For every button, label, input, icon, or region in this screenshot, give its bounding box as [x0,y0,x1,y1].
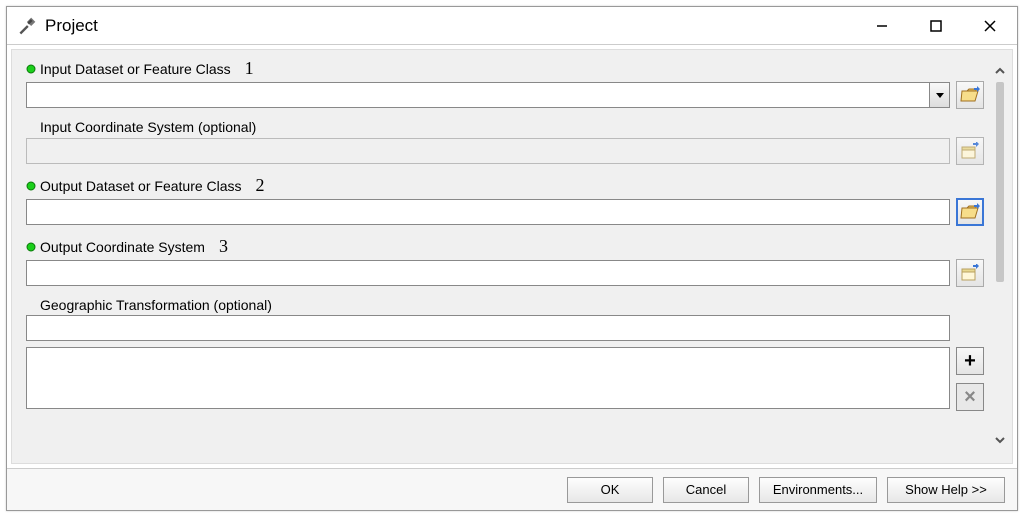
scroll-thumb[interactable] [996,82,1004,282]
maximize-button[interactable] [909,7,963,44]
annotation-3: 3 [219,236,228,257]
input-cs-properties-button[interactable] [956,137,984,165]
scroll-up-icon[interactable] [993,64,1007,80]
dialog-content: Input Dataset or Feature Class 1 [11,49,1013,464]
field-output-cs: Output Coordinate System 3 [26,236,984,287]
annotation-2: 2 [256,175,265,196]
required-indicator-icon [26,242,36,252]
remove-icon: × [964,386,976,409]
field-output-dataset: Output Dataset or Feature Class 2 [26,175,984,226]
output-dataset-label: Output Dataset or Feature Class [40,178,242,194]
plus-icon: + [964,350,976,373]
add-transformation-button[interactable]: + [956,347,984,375]
folder-open-icon [960,203,980,221]
cancel-button[interactable]: Cancel [663,477,749,503]
geo-transform-input[interactable] [26,315,950,341]
annotation-1: 1 [245,58,254,79]
field-input-cs: Input Coordinate System (optional) [26,119,984,165]
folder-open-icon [960,86,980,104]
window-controls [855,7,1017,44]
field-input-dataset: Input Dataset or Feature Class 1 [26,58,984,109]
input-dataset-input[interactable] [27,83,929,107]
output-cs-input[interactable] [26,260,950,286]
field-geo-transform: Geographic Transformation (optional) + [26,297,984,411]
input-cs-label: Input Coordinate System (optional) [40,119,256,135]
vertical-scrollbar[interactable] [990,58,1010,455]
browse-input-dataset-button[interactable] [956,81,984,109]
browse-output-dataset-button[interactable] [956,198,984,226]
project-dialog: Project [6,6,1018,511]
environments-button[interactable]: Environments... [759,477,877,503]
minimize-button[interactable] [855,7,909,44]
window-title: Project [45,16,855,36]
ok-button[interactable]: OK [567,477,653,503]
output-dataset-input[interactable] [26,199,950,225]
hammer-icon [17,16,37,36]
close-button[interactable] [963,7,1017,44]
dropdown-button[interactable] [929,83,949,107]
geo-transform-listbox[interactable] [26,347,950,409]
required-indicator-icon [26,181,36,191]
remove-transformation-button[interactable]: × [956,383,984,411]
properties-icon [960,142,980,160]
properties-icon [960,264,980,282]
input-cs-input [26,138,950,164]
input-dataset-combo[interactable] [26,82,950,108]
titlebar: Project [7,7,1017,45]
input-dataset-label: Input Dataset or Feature Class [40,61,231,77]
output-cs-properties-button[interactable] [956,259,984,287]
required-indicator-icon [26,64,36,74]
show-help-button[interactable]: Show Help >> [887,477,1005,503]
geo-transform-label: Geographic Transformation (optional) [40,297,272,313]
output-cs-label: Output Coordinate System [40,239,205,255]
dialog-footer: OK Cancel Environments... Show Help >> [7,468,1017,510]
scroll-down-icon[interactable] [993,433,1007,449]
